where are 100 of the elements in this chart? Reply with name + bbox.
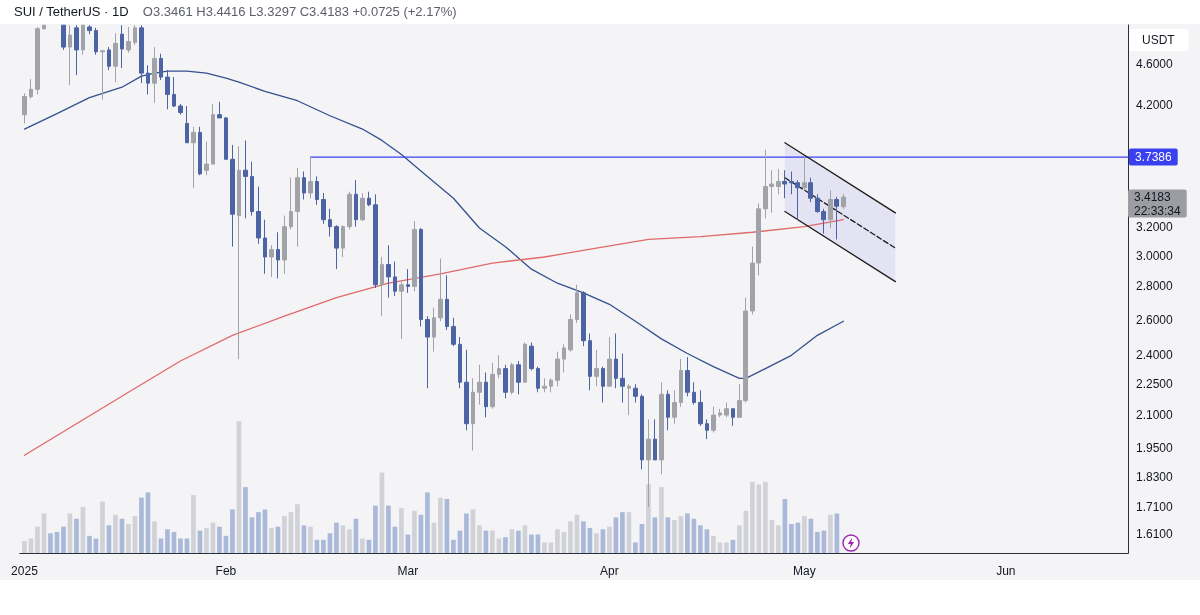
candlestick	[269, 244, 274, 278]
candlestick	[477, 364, 482, 406]
bar	[672, 520, 677, 553]
candlestick	[282, 215, 287, 275]
y-tick-label: 1.6100	[1136, 526, 1174, 541]
bar	[581, 521, 586, 553]
bar	[594, 533, 599, 553]
bar	[308, 526, 313, 553]
y-tick-label: 1.9500	[1136, 441, 1174, 456]
candlestick	[679, 358, 683, 408]
candlestick	[185, 105, 189, 144]
candlestick	[510, 362, 514, 395]
candlestick	[81, 24, 85, 56]
text: 3.4183	[1134, 190, 1172, 205]
bar	[373, 505, 378, 553]
y-tick-label: 1.8300	[1136, 469, 1174, 484]
bar	[763, 481, 768, 553]
candlestick	[42, 24, 46, 31]
candlestick	[295, 167, 300, 248]
candlestick	[113, 32, 118, 83]
bar	[542, 542, 547, 553]
bar	[399, 508, 404, 553]
candlestick	[484, 371, 488, 418]
y-tick-label: 2.8000	[1136, 279, 1174, 294]
chart-subtitle: O3.3461 H3.4416 L3.3297 C3.4183 +0.0725 (+2.17%)	[142, 4, 457, 19]
bar	[113, 514, 118, 553]
candlestick	[224, 116, 228, 160]
candlestick	[133, 24, 137, 46]
candlestick	[659, 381, 664, 475]
candlestick	[497, 354, 501, 379]
bar	[178, 538, 183, 553]
candlestick	[471, 377, 475, 452]
bar	[815, 531, 820, 553]
candlestick	[354, 179, 358, 228]
bar	[269, 527, 274, 553]
candlestick	[321, 192, 326, 225]
bar	[633, 542, 638, 553]
candlestick	[256, 186, 261, 245]
candlestick	[22, 92, 27, 124]
candlestick	[568, 313, 573, 353]
candlestick	[29, 78, 33, 100]
candlestick	[373, 193, 378, 289]
candlestick	[516, 360, 521, 395]
candlestick	[731, 408, 735, 427]
text: 22:33:34	[1134, 203, 1182, 218]
candlestick	[100, 49, 105, 101]
candlestick	[698, 389, 703, 427]
bar	[191, 495, 196, 553]
candlestick	[711, 406, 716, 433]
y-tick-label: 2.1000	[1136, 408, 1174, 423]
candlestick	[341, 224, 345, 258]
bar	[555, 529, 560, 553]
bar	[828, 514, 833, 553]
bar	[698, 525, 703, 553]
bar	[412, 510, 417, 553]
candlestick	[588, 333, 592, 391]
bar	[607, 526, 612, 553]
candlestick	[672, 389, 677, 425]
candlestick	[308, 156, 313, 199]
bar	[724, 542, 729, 553]
candlestick	[159, 53, 163, 81]
bar	[139, 497, 144, 553]
bar	[386, 505, 391, 553]
candlestick	[503, 364, 508, 399]
candlestick	[315, 175, 319, 206]
bar	[100, 501, 105, 553]
bar	[646, 484, 651, 553]
candlestick	[126, 26, 131, 54]
bar	[256, 512, 261, 553]
bar	[35, 526, 40, 553]
candlestick	[347, 191, 352, 230]
bar	[789, 524, 794, 553]
candlestick	[685, 356, 690, 397]
bar	[425, 492, 430, 553]
bar	[230, 509, 235, 553]
bar	[620, 512, 625, 553]
bar	[295, 504, 300, 553]
bar	[802, 516, 807, 553]
bar	[503, 537, 508, 553]
y-axis-title: USDT	[1142, 33, 1176, 47]
candlestick	[581, 290, 586, 347]
candlestick	[562, 343, 566, 373]
candlestick	[191, 126, 196, 189]
candlestick	[666, 389, 670, 431]
bar	[568, 521, 573, 553]
candlestick	[633, 383, 638, 403]
candlestick	[35, 26, 40, 95]
bar	[347, 529, 352, 553]
candlestick	[542, 377, 547, 393]
x-tick-label: Feb	[215, 564, 237, 578]
candlestick	[705, 418, 709, 440]
candlestick	[172, 76, 176, 108]
candlestick	[334, 224, 339, 270]
candlestick	[250, 161, 254, 217]
candlestick	[536, 366, 540, 393]
candlestick	[438, 258, 443, 322]
candlestick	[841, 193, 846, 210]
bar	[360, 538, 365, 553]
candlestick	[828, 189, 833, 229]
bar	[126, 524, 131, 553]
